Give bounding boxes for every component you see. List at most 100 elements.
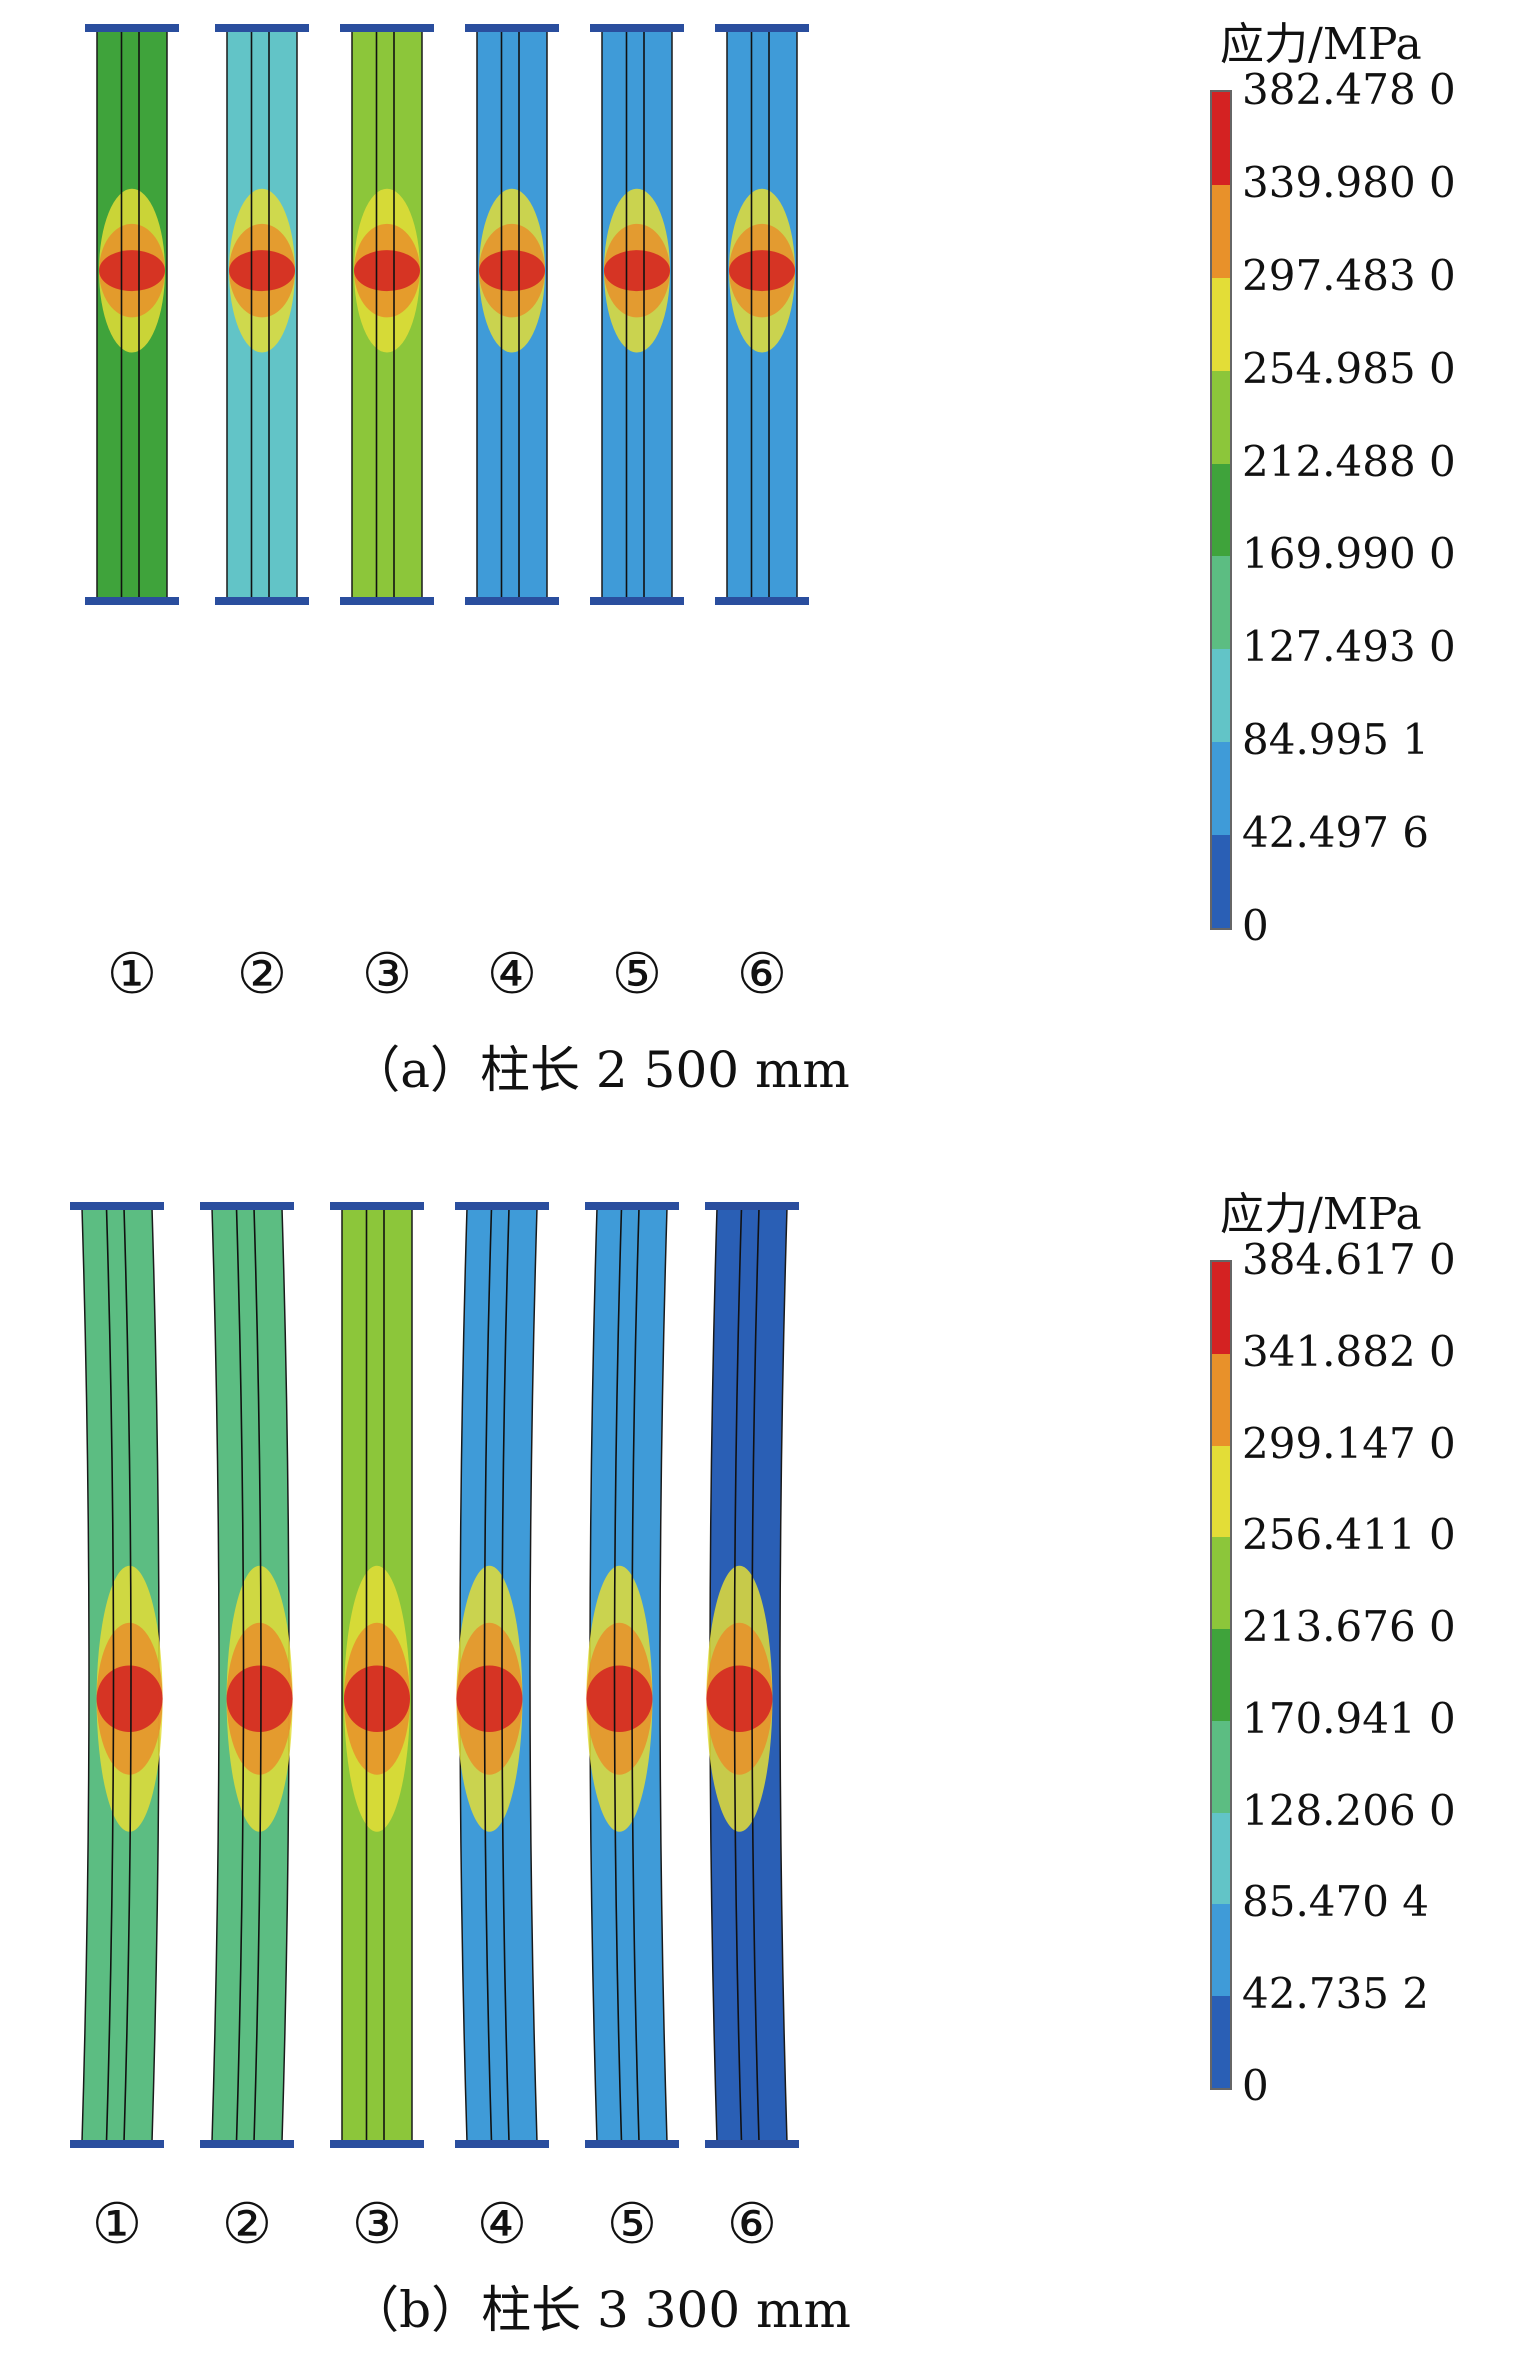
legend-color-segment — [1212, 1353, 1230, 1446]
end-plate-top — [715, 24, 809, 32]
column-web-line — [733, 1207, 743, 2143]
column-number-label: ① — [106, 942, 158, 1007]
stress-hotspot — [586, 1665, 653, 1732]
legend-tick-label: 212.488 0 — [1242, 436, 1456, 486]
legend-tick-label: 170.941 0 — [1242, 1693, 1456, 1743]
column-specimen-4 — [465, 22, 565, 607]
legend-tick-label: 213.676 0 — [1242, 1602, 1456, 1652]
stress-hotspot — [456, 1665, 523, 1732]
column-specimen-6 — [705, 1200, 805, 2150]
column-number-label: ⑤ — [606, 2192, 658, 2257]
legend-color-segment — [1212, 1537, 1230, 1630]
legend-tick-label: 341.882 0 — [1242, 1326, 1456, 1376]
column-specimen-6 — [715, 22, 815, 607]
column-specimen-3 — [330, 1200, 430, 2150]
legend-b-title: 应力/MPa — [1220, 1189, 1422, 1240]
legend-tick-label: 42.735 2 — [1242, 1969, 1430, 2019]
legend-tick-label: 169.990 0 — [1242, 529, 1456, 579]
legend-color-segment — [1212, 1904, 1230, 1997]
end-plate-bottom — [455, 2140, 549, 2148]
column-number-label: ① — [91, 2192, 143, 2257]
end-plate-top — [70, 1202, 164, 1210]
end-plate-bottom — [340, 597, 434, 605]
end-plate-top — [85, 24, 179, 32]
column-number-label: ④ — [486, 942, 538, 1007]
stress-hotspot — [99, 250, 165, 292]
legend-a-title: 应力/MPa — [1220, 19, 1422, 70]
end-plate-bottom — [705, 2140, 799, 2148]
stress-hotspot — [604, 250, 670, 292]
legend-tick-label: 42.497 6 — [1242, 808, 1430, 858]
legend-color-segment — [1212, 92, 1230, 185]
legend-color-segment — [1212, 1996, 1230, 2088]
end-plate-bottom — [70, 2140, 164, 2148]
end-plate-top — [705, 1202, 799, 1210]
column-specimen-5 — [590, 22, 690, 607]
legend-tick-label: 297.483 0 — [1242, 250, 1456, 300]
stress-hotspot — [354, 250, 420, 292]
column-number-label: ② — [236, 942, 288, 1007]
legend-tick-label: 339.980 0 — [1242, 157, 1456, 207]
panel-a-caption: （a）柱长 2 500 mm — [350, 1041, 850, 1099]
column-number-label: ③ — [351, 2192, 403, 2257]
end-plate-top — [330, 1202, 424, 1210]
legend-tick-label: 299.147 0 — [1242, 1418, 1456, 1468]
panel-b-caption: （b）柱长 3 300 mm — [349, 2281, 851, 2339]
column-number-label: ⑤ — [611, 942, 663, 1007]
column-web-line — [751, 1207, 760, 2143]
legend-tick-label: 85.470 4 — [1242, 1877, 1430, 1927]
column-specimen-1 — [85, 22, 185, 607]
column-specimen-2 — [215, 22, 315, 607]
legend-tick-label: 0 — [1242, 2061, 1269, 2110]
legend-color-segment — [1212, 1812, 1230, 1905]
column-number-label: ⑥ — [726, 2192, 778, 2257]
end-plate-bottom — [715, 597, 809, 605]
legend-tick-label: 382.478 0 — [1242, 65, 1456, 114]
columns-group-b: ① ② ③ ④ ⑤ ⑥ — [0, 1170, 1160, 2255]
column-web-line — [631, 1207, 640, 2143]
legend-tick-label: 0 — [1242, 901, 1269, 950]
legend-color-segment — [1212, 742, 1230, 835]
column-number-label: ⑥ — [736, 942, 788, 1007]
legend-tick-label: 384.617 0 — [1242, 1235, 1456, 1284]
end-plate-top — [585, 1202, 679, 1210]
end-plate-bottom — [330, 2140, 424, 2148]
stress-hotspot — [344, 1665, 410, 1732]
end-plate-bottom — [215, 597, 309, 605]
legend-color-segment — [1212, 1445, 1230, 1538]
column-web-line — [105, 1207, 115, 2143]
legend-tick-label: 128.206 0 — [1242, 1785, 1456, 1835]
legend-color-segment — [1212, 556, 1230, 650]
panel-a: ① ② ③ ④ ⑤ ⑥ （a）柱长 2 500 mm 应力/MPa 382.478 0 33… — [0, 0, 1535, 1120]
column-specimen-4 — [455, 1200, 555, 2150]
column-number-label: ④ — [476, 2192, 528, 2257]
legend-tick-label: 84.995 1 — [1242, 715, 1430, 765]
end-plate-top — [215, 24, 309, 32]
column-web-line — [483, 1207, 493, 2143]
legend-tick-label: 254.985 0 — [1242, 343, 1456, 393]
stress-hotspot — [479, 250, 545, 292]
panel-b: ① ② ③ ④ ⑤ ⑥ （b）柱长 3 300 mm 应力/MPa 384.617 0 34… — [0, 1170, 1535, 2355]
legend-color-segment — [1212, 649, 1230, 743]
columns-group-a: ① ② ③ ④ ⑤ ⑥ — [0, 0, 1160, 1005]
end-plate-bottom — [590, 597, 684, 605]
legend-color-segment — [1212, 370, 1230, 464]
column-specimen-2 — [200, 1200, 300, 2150]
end-plate-top — [590, 24, 684, 32]
column-web-line — [613, 1207, 623, 2143]
end-plate-top — [465, 24, 559, 32]
end-plate-bottom — [85, 597, 179, 605]
stress-hotspot — [96, 1665, 163, 1732]
column-specimen-5 — [585, 1200, 685, 2150]
end-plate-top — [455, 1202, 549, 1210]
legend-color-segment — [1212, 463, 1230, 557]
stress-hotspot — [226, 1665, 293, 1732]
legend-color-segment — [1212, 1262, 1230, 1354]
end-plate-bottom — [200, 2140, 294, 2148]
column-number-label: ② — [221, 2192, 273, 2257]
column-number-label: ③ — [361, 942, 413, 1007]
legend-a-colorbar — [1210, 90, 1232, 930]
legend-tick-label: 256.411 0 — [1242, 1510, 1456, 1560]
end-plate-top — [200, 1202, 294, 1210]
column-specimen-3 — [340, 22, 440, 607]
